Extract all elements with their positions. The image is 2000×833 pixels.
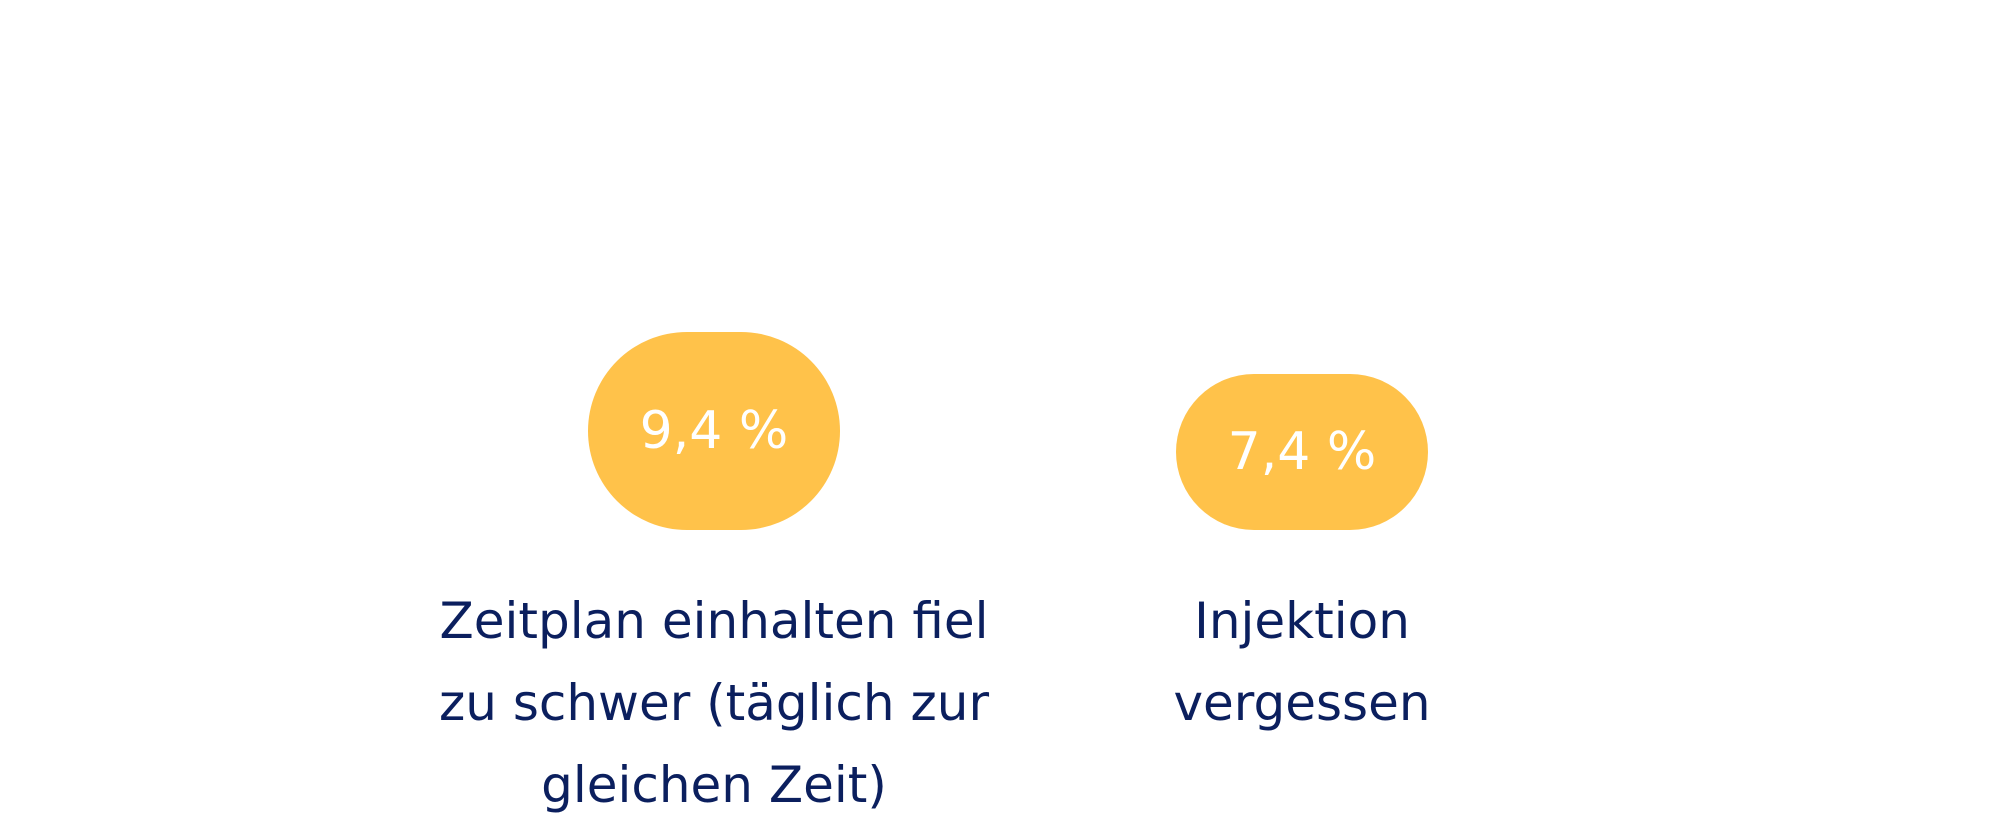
- bar-zeitplan: 9,4 %: [588, 331, 840, 530]
- value-label-injektion: 7,4 %: [1227, 421, 1377, 482]
- value-label-zeitplan: 9,4 %: [639, 400, 789, 461]
- bar-injektion: 7,4 %: [1176, 373, 1428, 530]
- category-label-zeitplan: Zeitplan einhalten fiel zu schwer (tägli…: [439, 592, 989, 814]
- category-label-injektion: Injektion vergessen: [1173, 592, 1431, 732]
